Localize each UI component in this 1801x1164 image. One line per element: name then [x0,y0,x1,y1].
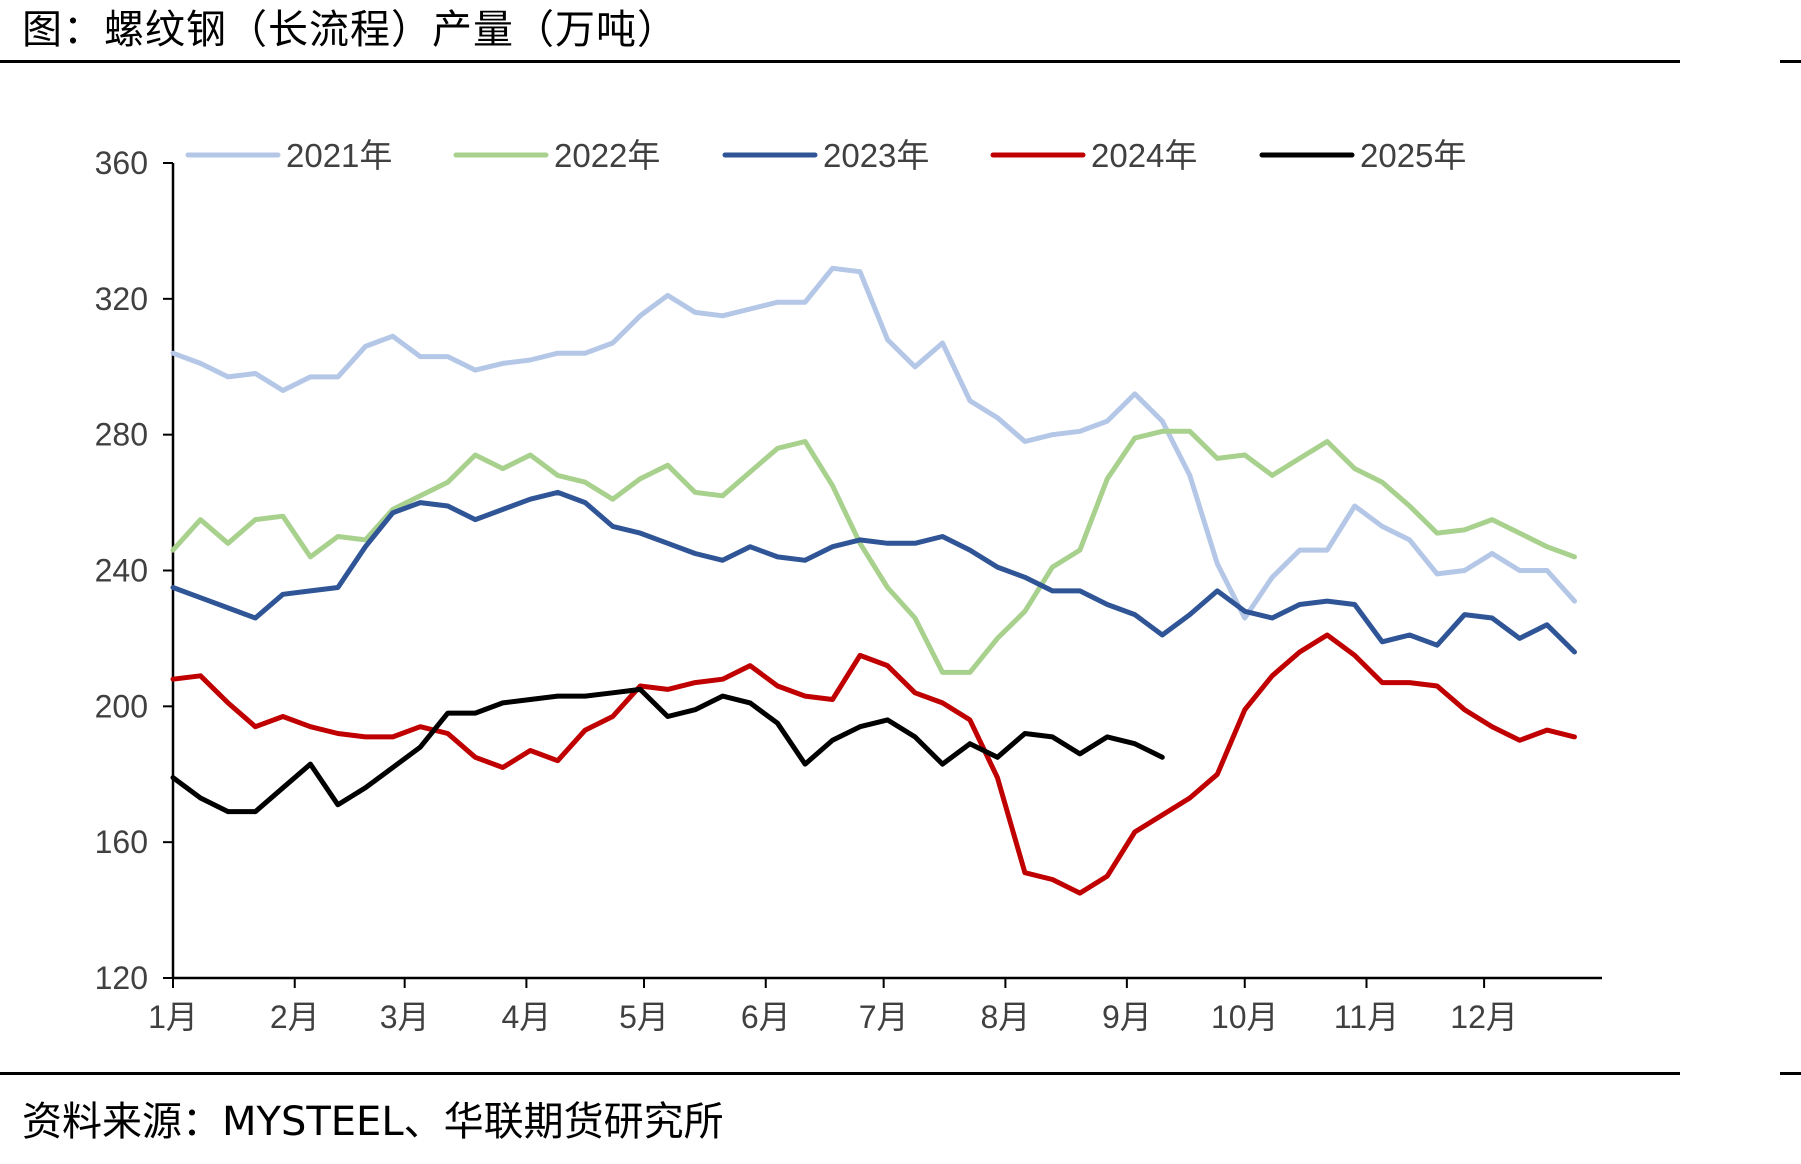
y-tick-label: 360 [95,145,148,181]
y-tick-label: 320 [95,281,148,317]
legend-label: 2022年 [554,137,660,174]
series-lines [170,265,1577,896]
series-line-3 [170,489,1577,655]
series-line-4 [170,632,1577,896]
x-axis: 1月 2月 3月 4月 5月 6月 7月 8月 9月 10月 11月 12月 [148,976,1602,1035]
source-note: 资料来源：MYSTEEL、华联期货研究所 [22,1099,724,1145]
legend-label: 2024年 [1091,137,1197,174]
legend-label: 2021年 [286,137,392,174]
y-tick-label: 160 [95,824,148,860]
legend-label: 2023年 [823,137,929,174]
y-tick-label: 280 [95,417,148,453]
x-tick-label: 6月 [741,999,791,1035]
y-tick-label: 200 [95,688,148,724]
y-tick-label: 240 [95,553,148,589]
y-axis: 120 160 200 240 280 320 360 [95,145,175,996]
series-line-2 [170,428,1577,675]
x-tick-label: 1月 [148,999,198,1035]
x-tick-label: 7月 [859,999,909,1035]
x-tick-label: 2月 [270,999,320,1035]
bottom-rule [0,1072,1680,1075]
x-tick-label: 8月 [980,999,1030,1035]
x-tick-label: 4月 [501,999,551,1035]
chart-legend: 2021年 2022年 2023年 2024年 2025年 [185,137,1466,174]
x-tick-label: 5月 [619,999,669,1035]
x-tick-label: 11月 [1334,999,1399,1035]
x-tick-label: 3月 [380,999,430,1035]
top-rule-right-stub [1780,60,1801,63]
x-tick-label: 10月 [1211,999,1279,1035]
top-rule [0,60,1680,63]
bottom-rule-right-stub [1780,1072,1801,1075]
series-line-1 [170,265,1577,621]
x-tick-label: 9月 [1102,999,1152,1035]
y-tick-label: 120 [95,960,148,996]
legend-label: 2025年 [1360,137,1466,174]
series-line-5 [170,686,1165,815]
figure-title: 图：螺纹钢（长流程）产量（万吨） [22,7,678,53]
production-line-chart: 2021年 2022年 2023年 2024年 2025年 120 160 200 240 28… [95,137,1602,1035]
x-tick-label: 12月 [1450,999,1518,1035]
